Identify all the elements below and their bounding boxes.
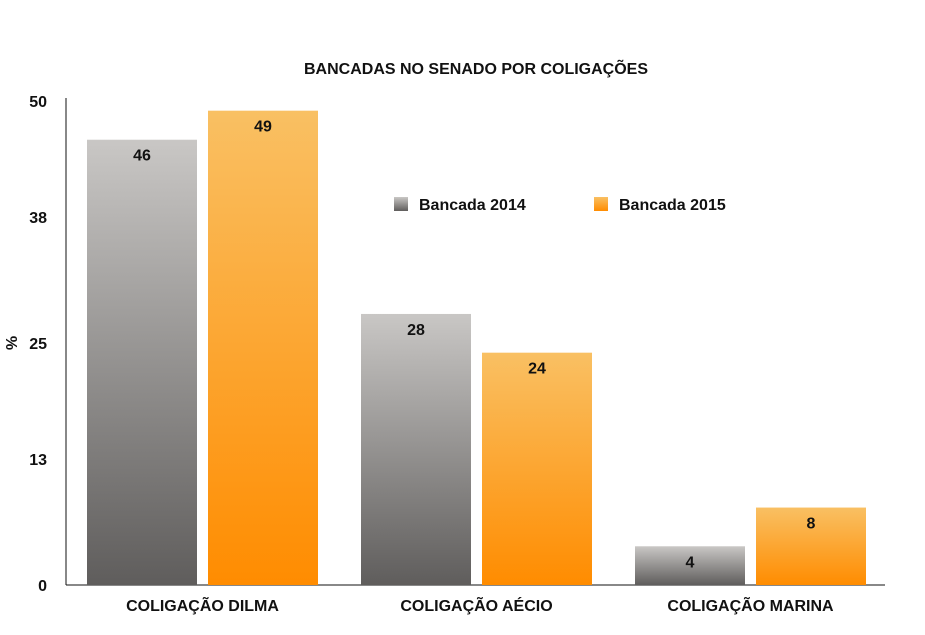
chart-title: BANCADAS NO SENADO POR COLIGAÇÕES [304, 58, 648, 78]
legend: Bancada 2014 Bancada 2015 [394, 197, 726, 214]
legend-swatch-2014 [394, 197, 408, 211]
category-labels: COLIGAÇÃO DILMA COLIGAÇÃO AÉCIO COLIGAÇÃO … [126, 595, 834, 615]
bar-2014 [635, 546, 745, 585]
y-tick-label: 38 [29, 210, 47, 227]
y-tick-label: 0 [38, 578, 47, 595]
legend-swatch-2015 [594, 197, 608, 211]
bar-2015 [208, 110, 318, 586]
bar-2015 [756, 507, 866, 585]
bars-group: 46 49 28 24 4 8 [87, 110, 866, 586]
y-tick-label: 13 [29, 452, 47, 469]
y-axis-ticks: 0 13 25 38 50 [29, 94, 47, 595]
bar-2015 [482, 352, 592, 585]
bar-2014 [87, 139, 197, 585]
legend-label-2015: Bancada 2015 [619, 197, 726, 214]
y-tick-label: 50 [29, 94, 47, 111]
bar-value-label: 4 [686, 554, 695, 571]
y-tick-label: 25 [29, 336, 47, 353]
category-label: COLIGAÇÃO DILMA [126, 595, 279, 615]
bar-value-label: 28 [407, 322, 425, 339]
bar-value-label: 49 [254, 119, 272, 136]
y-axis-label: % [2, 336, 19, 350]
bar-value-label: 8 [807, 516, 816, 533]
category-label: COLIGAÇÃO MARINA [667, 595, 834, 615]
category-label: COLIGAÇÃO AÉCIO [400, 595, 552, 615]
bar-2014 [361, 313, 471, 585]
bar-value-label: 24 [528, 361, 546, 378]
bar-value-label: 46 [133, 148, 151, 165]
legend-label-2014: Bancada 2014 [419, 197, 526, 214]
